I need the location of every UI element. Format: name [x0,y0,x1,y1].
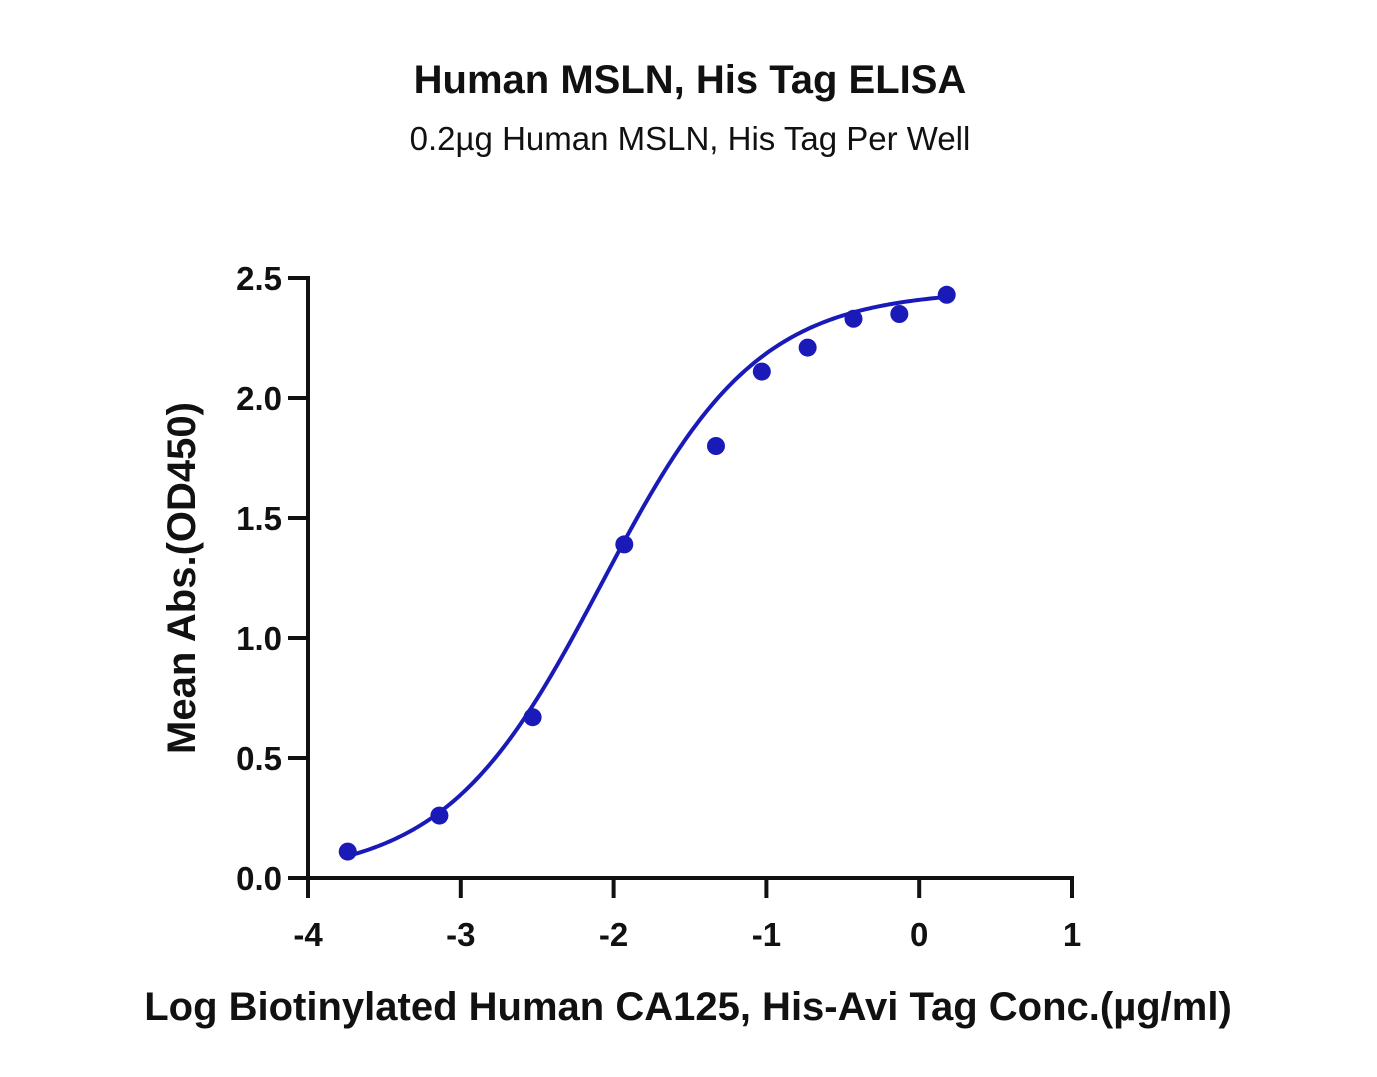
data-point [523,708,542,727]
data-points [338,285,956,861]
y-tick-label: 2.5 [236,260,282,297]
data-point [844,309,863,328]
x-tick-label: 1 [1063,916,1081,953]
y-tick-label: 0.0 [236,860,282,897]
tick-labels: 0.0 0.5 1.0 1.5 2.0 2.5 -4 -3 -2 -1 0 1 [236,260,1081,953]
data-point [615,535,634,554]
chart-title: Human MSLN, His Tag ELISA [414,58,967,102]
x-tick-label: -1 [752,916,781,953]
data-point [937,285,956,304]
y-tick-label: 2.0 [236,380,282,417]
y-tick-label: 1.0 [236,620,282,657]
y-axis-title: Mean Abs.(OD450) [160,402,204,754]
y-tick-label: 1.5 [236,500,282,537]
data-point [890,305,909,323]
x-tick-label: -3 [446,916,475,953]
x-tick-label: -2 [599,916,628,953]
x-axis-title: Log Biotinylated Human CA125, His-Avi Ta… [144,985,1232,1029]
chart-subtitle: 0.2µg Human MSLN, His Tag Per Well [410,120,971,157]
axes [288,276,1074,898]
x-tick-label: -4 [293,916,323,953]
data-point [338,842,357,861]
y-tick-label: 0.5 [236,740,282,777]
x-tick-label: 0 [910,916,928,953]
fit-curve [347,294,947,858]
fit-curve-group [347,294,947,858]
data-point [430,806,449,825]
data-point [752,362,771,381]
data-point [798,338,817,357]
data-point [706,437,725,455]
